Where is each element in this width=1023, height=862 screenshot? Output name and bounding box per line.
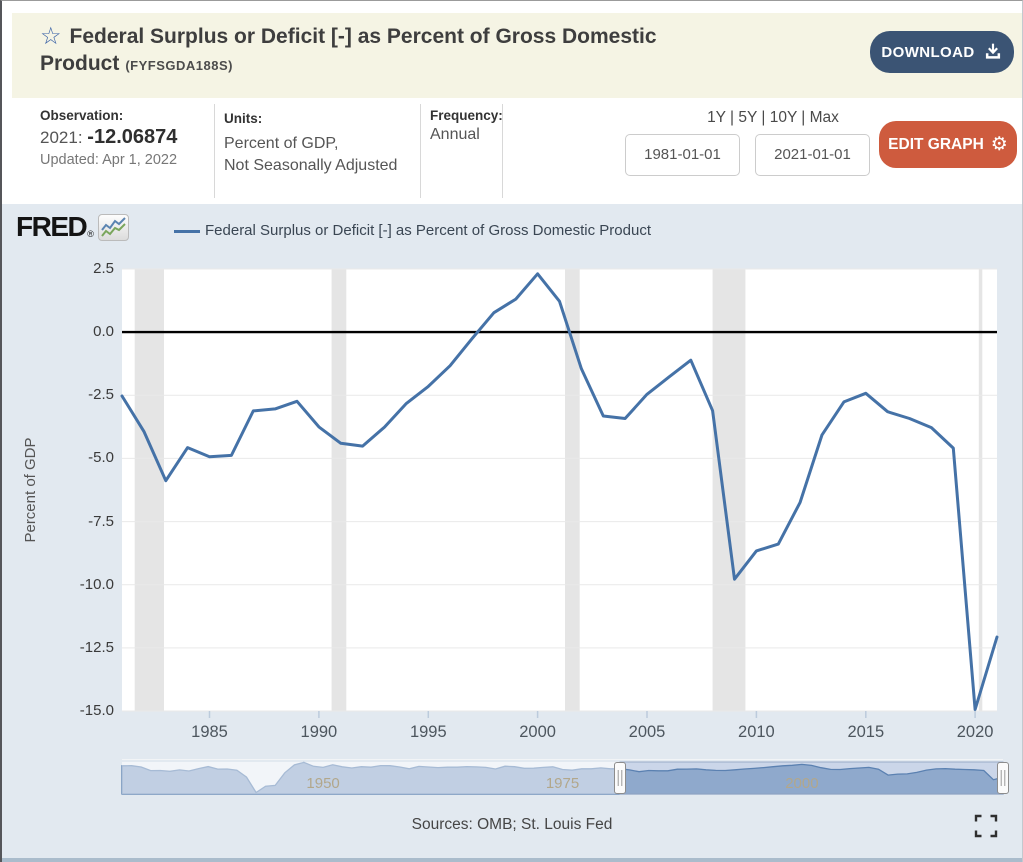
title-line1: ☆ Federal Surplus or Deficit [-] as Perce…: [40, 22, 860, 50]
zoom-range-links[interactable]: 1Y | 5Y | 10Y | Max: [707, 109, 839, 126]
bottom-edge-strip: [2, 858, 1022, 862]
download-icon: [985, 43, 1000, 59]
gear-icon: ⚙: [990, 134, 1008, 155]
download-label: DOWNLOAD: [881, 43, 975, 61]
column-divider: [420, 104, 421, 198]
navigator-year-label: 2000: [785, 775, 818, 792]
column-divider: [502, 104, 503, 198]
x-tick-label: 1995: [409, 723, 447, 741]
navigator-year-label: 1950: [306, 775, 339, 792]
navigator-year-label: 1975: [546, 775, 579, 792]
download-button[interactable]: DOWNLOAD: [870, 31, 1014, 73]
y-tick-label: -10.0: [79, 575, 114, 593]
y-tick-label: -15.0: [79, 702, 114, 719]
units-line2: Not Seasonally Adjusted: [224, 157, 398, 174]
title-line2: Product (FYFSGDA188S): [40, 50, 860, 79]
y-tick-label: 0.0: [93, 323, 114, 341]
fred-logo[interactable]: FRED ®: [16, 211, 129, 243]
units-line1: Percent of GDP,: [224, 135, 339, 152]
recession-band: [978, 269, 983, 711]
observation-block: Observation: 2021: -12.06874 Updated: Ap…: [40, 108, 177, 168]
plot-area[interactable]: [122, 269, 997, 711]
legend-line-swatch: [174, 230, 200, 233]
series-id: (FYFSGDA188S): [125, 58, 233, 73]
x-tick-label: 2005: [628, 723, 666, 741]
navigator-handle-right[interactable]: [997, 762, 1009, 794]
y-tick-label: -2.5: [88, 386, 114, 404]
x-tick-label: 1990: [300, 723, 338, 741]
legend-label: Federal Surplus or Deficit [-] as Percen…: [205, 222, 651, 239]
start-date-input[interactable]: 1981-01-01: [625, 134, 740, 176]
recession-band: [712, 269, 746, 711]
observation-period: 2021:: [40, 128, 83, 147]
column-divider: [214, 104, 215, 198]
observation-value-line: 2021: -12.06874: [40, 126, 177, 149]
fullscreen-icon[interactable]: [973, 813, 999, 839]
title-text-2: Product: [40, 52, 120, 75]
favorite-star-icon[interactable]: ☆: [40, 23, 62, 50]
end-date-input[interactable]: 2021-01-01: [755, 134, 870, 176]
frequency-label: Frequency:: [430, 108, 503, 123]
navigator-mask: [122, 762, 620, 794]
y-tick-label: 2.5: [93, 260, 114, 277]
observation-label: Observation:: [40, 108, 124, 123]
y-tick-label: -12.5: [79, 638, 114, 656]
x-tick-label: 2010: [738, 723, 775, 741]
units-block: Units: Percent of GDP, Not Seasonally Ad…: [224, 108, 397, 177]
x-tick-label: 2000: [519, 723, 556, 741]
fred-chart-icon: [97, 213, 129, 241]
page-title: ☆ Federal Surplus or Deficit [-] as Perce…: [40, 22, 860, 79]
y-tick-label: -5.0: [88, 449, 114, 467]
y-tick-label: -7.5: [88, 512, 114, 530]
sources-note: Sources: OMB; St. Louis Fed: [411, 816, 613, 833]
navigator-handle-left[interactable]: [614, 762, 626, 794]
x-tick-label: 2020: [956, 723, 994, 741]
observation-updated: Updated: Apr 1, 2022: [40, 152, 178, 168]
x-tick-label: 1985: [191, 723, 228, 741]
main-chart[interactable]: 1950 1975 2000: [2, 204, 1023, 862]
x-tick-label: 2015: [847, 723, 885, 741]
recession-band: [565, 269, 580, 711]
units-label: Units:: [224, 111, 263, 126]
chart-panel: FRED ® Federal Surplus or Deficit [-] as…: [2, 204, 1022, 862]
series-line[interactable]: [120, 272, 999, 711]
observation-value: -12.06874: [87, 126, 178, 148]
frequency-block: Frequency: Annual: [430, 108, 503, 144]
recession-band: [331, 269, 347, 711]
edit-graph-button[interactable]: EDIT GRAPH ⚙: [879, 121, 1017, 168]
fred-logo-reg: ®: [87, 229, 94, 239]
series-header: ☆ Federal Surplus or Deficit [-] as Perce…: [12, 13, 1022, 98]
frequency-value: Annual: [430, 126, 480, 143]
y-axis-title: Percent of GDP: [22, 437, 39, 543]
graph-controls-bar: Observation: 2021: -12.06874 Updated: Ap…: [2, 98, 1022, 204]
title-text-1: Federal Surplus or Deficit [-] as Percen…: [69, 25, 657, 48]
recession-band: [134, 269, 164, 711]
edit-graph-label: EDIT GRAPH: [888, 135, 984, 153]
fred-logo-text: FRED: [16, 211, 88, 242]
